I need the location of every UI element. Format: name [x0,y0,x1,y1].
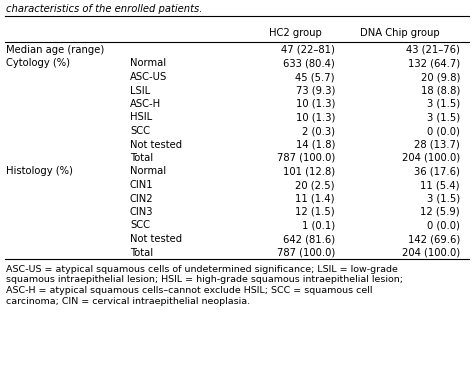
Text: 47 (22–81): 47 (22–81) [281,45,335,55]
Text: 2 (0.3): 2 (0.3) [302,126,335,136]
Text: Median age (range): Median age (range) [6,45,104,55]
Text: 28 (13.7): 28 (13.7) [414,140,460,150]
Text: SCC: SCC [130,126,150,136]
Text: 3 (1.5): 3 (1.5) [427,99,460,109]
Text: Not tested: Not tested [130,140,182,150]
Text: Total: Total [130,248,153,257]
Text: 204 (100.0): 204 (100.0) [402,248,460,257]
Text: squamous intraepithelial lesion; HSIL = high-grade squamous intraepithelial lesi: squamous intraepithelial lesion; HSIL = … [6,276,403,285]
Text: 132 (64.7): 132 (64.7) [408,59,460,69]
Text: 20 (2.5): 20 (2.5) [295,180,335,190]
Text: characteristics of the enrolled patients.: characteristics of the enrolled patients… [6,4,202,14]
Text: 73 (9.3): 73 (9.3) [296,85,335,95]
Text: ASC-H: ASC-H [130,99,161,109]
Text: Normal: Normal [130,166,166,176]
Text: Histology (%): Histology (%) [6,166,73,176]
Text: Total: Total [130,153,153,163]
Text: 1 (0.1): 1 (0.1) [302,220,335,231]
Text: LSIL: LSIL [130,85,150,95]
Text: Not tested: Not tested [130,234,182,244]
Text: 10 (1.3): 10 (1.3) [296,113,335,122]
Text: ASC-US = atypical squamous cells of undetermined significance; LSIL = low-grade: ASC-US = atypical squamous cells of unde… [6,265,398,274]
Text: HC2 group: HC2 group [269,28,321,38]
Text: 787 (100.0): 787 (100.0) [277,248,335,257]
Text: CIN1: CIN1 [130,180,154,190]
Text: carcinoma; CIN = cervical intraepithelial neoplasia.: carcinoma; CIN = cervical intraepithelia… [6,297,250,305]
Text: 0 (0.0): 0 (0.0) [427,126,460,136]
Text: 45 (5.7): 45 (5.7) [295,72,335,82]
Text: CIN3: CIN3 [130,207,154,217]
Text: CIN2: CIN2 [130,194,154,204]
Text: 36 (17.6): 36 (17.6) [414,166,460,176]
Text: Normal: Normal [130,59,166,69]
Text: ASC-US: ASC-US [130,72,167,82]
Text: 633 (80.4): 633 (80.4) [283,59,335,69]
Text: ASC-H = atypical squamous cells–cannot exclude HSIL; SCC = squamous cell: ASC-H = atypical squamous cells–cannot e… [6,286,373,295]
Text: 20 (9.8): 20 (9.8) [420,72,460,82]
Text: Cytology (%): Cytology (%) [6,59,70,69]
Text: 12 (5.9): 12 (5.9) [420,207,460,217]
Text: 43 (21–76): 43 (21–76) [406,45,460,55]
Text: 12 (1.5): 12 (1.5) [295,207,335,217]
Text: 3 (1.5): 3 (1.5) [427,194,460,204]
Text: 642 (81.6): 642 (81.6) [283,234,335,244]
Text: 11 (1.4): 11 (1.4) [295,194,335,204]
Text: SCC: SCC [130,220,150,231]
Text: 3 (1.5): 3 (1.5) [427,113,460,122]
Text: 14 (1.8): 14 (1.8) [296,140,335,150]
Text: 787 (100.0): 787 (100.0) [277,153,335,163]
Text: 11 (5.4): 11 (5.4) [420,180,460,190]
Text: 18 (8.8): 18 (8.8) [421,85,460,95]
Text: 142 (69.6): 142 (69.6) [408,234,460,244]
Text: 204 (100.0): 204 (100.0) [402,153,460,163]
Text: 0 (0.0): 0 (0.0) [427,220,460,231]
Text: HSIL: HSIL [130,113,152,122]
Text: 10 (1.3): 10 (1.3) [296,99,335,109]
Text: DNA Chip group: DNA Chip group [360,28,440,38]
Text: 101 (12.8): 101 (12.8) [283,166,335,176]
